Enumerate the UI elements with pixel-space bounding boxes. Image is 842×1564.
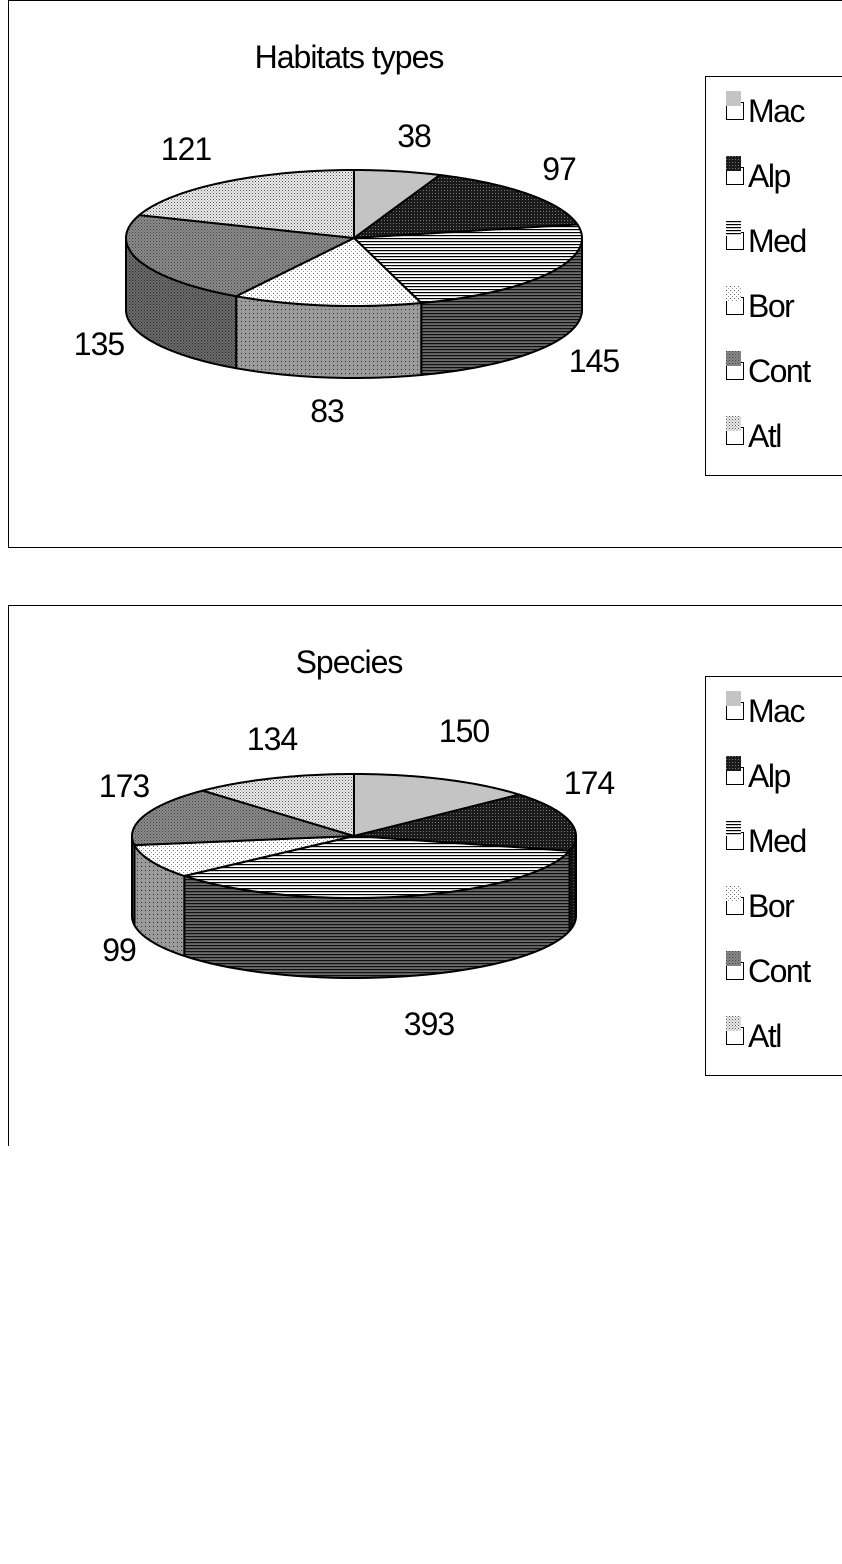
- legend-item-alp: Alp: [726, 156, 791, 196]
- legend-label: Mac: [748, 93, 805, 129]
- data-label-cont: 173: [98, 768, 150, 804]
- pie-slice-cont: [125, 214, 355, 298]
- legend-item-cont: Cont: [726, 351, 811, 391]
- pie-side-bor: [235, 295, 423, 379]
- legend-swatch-mac: [726, 91, 744, 120]
- legend-swatch-atl: [726, 416, 744, 445]
- legend-item-bor: Bor: [726, 286, 795, 326]
- legend-item-mac: Mac: [726, 91, 805, 131]
- legend-swatch-med: [726, 821, 744, 850]
- legend-item-med: Med: [726, 821, 807, 861]
- legend-swatch-alp: [726, 156, 744, 185]
- legend-item-cont: Cont: [726, 951, 811, 991]
- legend-swatch-cont: [726, 951, 744, 980]
- data-label-bor: 99: [102, 932, 137, 968]
- data-label-mac: 38: [397, 118, 432, 154]
- pie-side-cont: [131, 835, 136, 927]
- legend-label: Atl: [748, 418, 782, 454]
- legend-label: Med: [748, 223, 807, 259]
- pie-slice-atl: [201, 773, 355, 837]
- data-label-cont: 135: [73, 326, 125, 362]
- pie-slice-mac: [353, 169, 441, 239]
- legend-swatch-med: [726, 221, 744, 250]
- legend-swatch-alp: [726, 756, 744, 785]
- legend-label: Cont: [748, 953, 811, 989]
- chart-title: Habitats types: [254, 39, 445, 75]
- data-label-mac: 150: [438, 713, 490, 749]
- legend-label: Med: [748, 823, 807, 859]
- chart-panel-species: Species 150 174 393 99 173 134 Mac Alp Med Bor Co…: [8, 605, 842, 1146]
- pie-tops: [131, 773, 577, 899]
- legend-label: Alp: [748, 158, 791, 194]
- pie-slice-med: [183, 835, 571, 899]
- pie-slice-alp: [353, 793, 577, 852]
- legend-item-alp: Alp: [726, 756, 791, 796]
- legend-swatch-cont: [726, 351, 744, 380]
- data-label-alp: 174: [563, 765, 615, 801]
- legend-label: Bor: [748, 288, 795, 324]
- legend-item-atl: Atl: [726, 1016, 782, 1056]
- legend-item-mac: Mac: [726, 691, 805, 731]
- data-label-bor: 83: [310, 393, 345, 429]
- data-label-atl: 134: [246, 721, 298, 757]
- chart-title: Species: [295, 644, 404, 680]
- pie-slice-mac: [353, 773, 521, 837]
- pie-chart-species: [131, 773, 577, 979]
- legend-label: Cont: [748, 353, 811, 389]
- legend-label: Atl: [748, 1018, 782, 1054]
- pie-sides: [131, 835, 577, 979]
- data-label-med: 393: [403, 1006, 455, 1042]
- data-label-atl: 121: [160, 131, 212, 167]
- legend-label: Mac: [748, 693, 805, 729]
- chart-legend: Mac Alp Med Bor Cont Atl: [705, 76, 842, 476]
- legend-label: Bor: [748, 888, 795, 924]
- pie-slice-bor: [235, 237, 423, 307]
- legend-label: Alp: [748, 758, 791, 794]
- pie-tops: [125, 169, 583, 307]
- legend-swatch-bor: [726, 886, 744, 915]
- pie-slice-atl: [138, 169, 355, 239]
- data-label-med: 145: [568, 343, 620, 379]
- pie-chart-habitats: [125, 169, 583, 379]
- pie-slice-alp: [353, 174, 579, 239]
- legend-item-atl: Atl: [726, 416, 782, 456]
- chart-panel-habitats: Habitats types 38 97 145 83 135 121 Mac Alp Med…: [8, 0, 842, 548]
- legend-swatch-bor: [726, 286, 744, 315]
- pie-slice-bor: [133, 835, 355, 877]
- data-label-alp: 97: [542, 151, 577, 187]
- legend-item-med: Med: [726, 221, 807, 261]
- legend-swatch-mac: [726, 691, 744, 720]
- legend-item-bor: Bor: [726, 886, 795, 926]
- pie-slice-cont: [131, 789, 355, 847]
- chart-legend: Mac Alp Med Bor Cont Atl: [705, 676, 842, 1076]
- pie-slice-med: [353, 223, 583, 304]
- legend-swatch-atl: [726, 1016, 744, 1045]
